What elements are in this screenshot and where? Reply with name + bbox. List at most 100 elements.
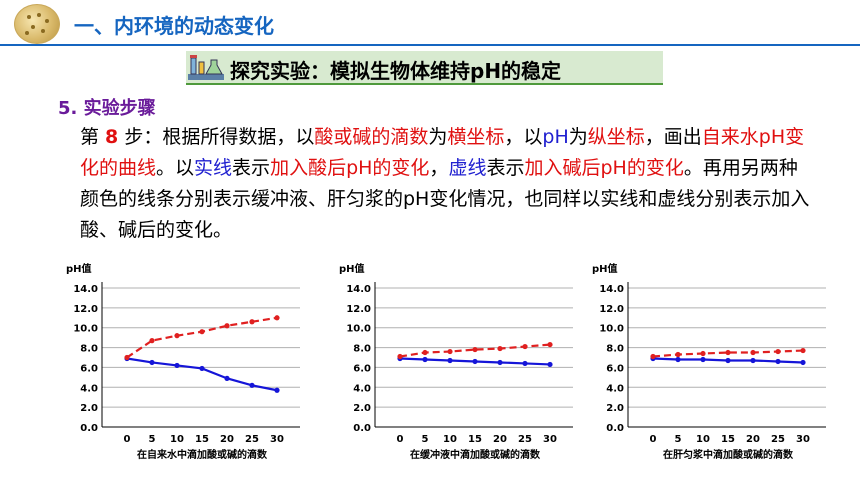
acid-data-point [750, 357, 756, 364]
base-data-point [224, 323, 230, 329]
acid-data-point [174, 362, 180, 369]
y-tick-label: 8.0 [80, 344, 98, 355]
slide-header: 一、内环境的动态变化 [0, 0, 860, 46]
x-tick-label: 10 [696, 434, 710, 445]
chart-buffer-svg: pH值 0.0 2.0 4.0 6.0 8.0 10.0 12.0 14.0 0 5 10 15 20 25… [339, 262, 573, 461]
y-tick-label: 4.0 [353, 383, 371, 394]
x-tick-label: 15 [721, 434, 735, 445]
x-tick-label: 15 [468, 434, 482, 445]
y-tick-label: 2.0 [80, 403, 98, 414]
paragraph-segment: 纵坐标 [587, 126, 645, 148]
base-data-point [472, 346, 478, 353]
y-tick-label: 8.0 [606, 344, 624, 355]
y-tick-label: 2.0 [353, 403, 371, 414]
acid-data-point [274, 387, 280, 393]
chart-buffer: pH值 0.0 2.0 4.0 6.0 8.0 10.0 12.0 14.0 0 5 10 15 20 25… [335, 256, 585, 466]
base-data-point [547, 341, 553, 348]
y-tick-label: 4.0 [606, 383, 624, 394]
paragraph-segment: 表示 [486, 157, 525, 179]
experiment-banner [186, 51, 663, 85]
x-tick-label: 30 [796, 434, 810, 445]
header-divider [0, 44, 860, 46]
base-data-point [422, 349, 428, 356]
y-tick-label: 6.0 [353, 363, 371, 374]
x-tick-label: 30 [543, 434, 557, 445]
acid-data-point [675, 356, 681, 363]
paragraph-segment: 横坐标 [447, 126, 505, 148]
x-tick-label: 0 [124, 434, 131, 445]
x-axis-title: 在缓冲液中滴加酸或碱的滴数 [410, 448, 541, 461]
x-tick-label: 10 [443, 434, 457, 445]
acid-data-point [224, 375, 230, 381]
school-logo-icon [14, 4, 60, 44]
y-tick-label: 14.0 [599, 284, 624, 295]
x-axis-title: 在自来水中滴加酸或碱的滴数 [137, 448, 268, 461]
y-tick-label: 0.0 [353, 423, 371, 434]
x-tick-label: 5 [149, 434, 156, 445]
base-data-point [274, 315, 280, 321]
paragraph-segment: 。再用另两种颜色的线条分别表示缓冲液、肝匀浆的pH变化情况，也同样以实线和虚线分… [80, 157, 810, 241]
x-tick-label: 20 [746, 434, 760, 445]
paragraph-segment: 表示 [232, 157, 271, 179]
x-tick-label: 0 [397, 434, 404, 445]
paragraph-segment: ，以 [504, 126, 543, 148]
acid-data-point [522, 360, 528, 367]
acid-data-point [249, 382, 255, 388]
y-tick-label: 10.0 [73, 324, 98, 335]
y-tick-label: 0.0 [606, 423, 624, 434]
paragraph-segment: 实线 [194, 157, 233, 179]
x-axis-title: 在肝匀浆中滴加酸或碱的滴数 [663, 448, 794, 461]
banner-title: 探究实验：模拟生物体维持pH的稳定 [230, 59, 562, 83]
y-tick-label: 14.0 [73, 284, 98, 295]
base-data-point [650, 353, 656, 360]
y-tick-label: 10.0 [599, 324, 624, 335]
paragraph-segment: ，画出 [644, 126, 702, 148]
base-data-point [497, 345, 503, 352]
paragraph-segment: pH [542, 126, 569, 148]
paragraph-segment: 步：根据所得数据，以 [118, 126, 315, 148]
x-tick-label: 5 [675, 434, 682, 445]
x-tick-label: 25 [245, 434, 259, 445]
y-tick-label: 6.0 [80, 363, 98, 374]
chart-liver-svg: pH值 0.0 2.0 4.0 6.0 8.0 10.0 12.0 14.0 0 5 10 15 20 25… [592, 262, 826, 461]
paragraph-segment: 8 [105, 126, 119, 148]
paragraph-segment: 为 [428, 126, 448, 148]
paragraph-segment: 自来水pH变化的曲线 [80, 126, 805, 179]
acid-data-point [725, 357, 731, 364]
base-data-point [750, 349, 756, 356]
base-data-point [124, 354, 130, 361]
paragraph-segment: 酸或碱的滴数 [314, 126, 429, 148]
base-data-point [522, 343, 528, 350]
y-tick-label: 0.0 [80, 423, 98, 434]
acid-data-point [472, 358, 478, 365]
paragraph-segment: 虚线 [448, 157, 487, 179]
paragraph-segment: 加入碱后pH的变化 [524, 157, 684, 179]
base-data-point [397, 353, 403, 360]
base-data-point [199, 329, 205, 335]
acid-data-point [149, 359, 155, 366]
x-tick-label: 30 [270, 434, 284, 445]
base-data-point [174, 333, 180, 339]
acid-data-point [547, 361, 553, 368]
paragraph-segment: 加入酸后pH的变化 [270, 157, 430, 179]
acid-data-point [775, 358, 781, 365]
x-tick-label: 20 [493, 434, 507, 445]
base-data-point [800, 347, 806, 354]
acid-data-point [199, 365, 205, 372]
paragraph-segment: ， [429, 157, 449, 179]
paragraph-segment: 第 [80, 126, 106, 148]
y-tick-label: 8.0 [353, 344, 371, 355]
x-tick-label: 5 [422, 434, 429, 445]
y-tick-label: 2.0 [606, 403, 624, 414]
x-tick-label: 15 [195, 434, 209, 445]
y-axis-label: pH值 [339, 262, 365, 275]
base-data-point [249, 319, 255, 325]
series-base-line [126, 316, 278, 359]
base-data-point [700, 350, 706, 357]
section-heading: 5. 实验步骤 [58, 98, 156, 119]
x-tick-label: 25 [518, 434, 532, 445]
base-data-point [149, 338, 155, 344]
y-tick-label: 4.0 [80, 383, 98, 394]
acid-data-point [422, 356, 428, 363]
x-tick-label: 20 [220, 434, 234, 445]
